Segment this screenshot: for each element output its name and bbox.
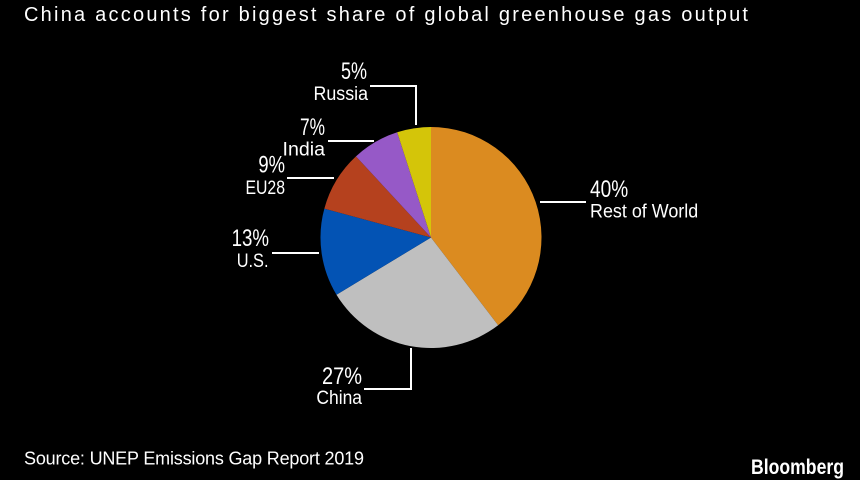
svg-text:7%: 7% [300, 114, 325, 141]
svg-text:Rest of World: Rest of World [590, 202, 698, 223]
svg-text:27%: 27% [322, 363, 362, 390]
svg-text:13%: 13% [232, 225, 269, 252]
svg-text:China: China [316, 388, 362, 409]
svg-text:5%: 5% [341, 58, 367, 85]
svg-text:Source: UNEP Emissions Gap Rep: Source: UNEP Emissions Gap Report 2019 [24, 449, 364, 469]
svg-text:Bloomberg: Bloomberg [751, 456, 844, 479]
svg-text:EU28: EU28 [246, 178, 286, 199]
svg-text:9%: 9% [258, 151, 285, 178]
svg-text:U.S.: U.S. [237, 251, 269, 272]
svg-text:40%: 40% [590, 176, 628, 203]
svg-text:Russia: Russia [314, 84, 369, 105]
svg-text:India: India [283, 140, 326, 161]
